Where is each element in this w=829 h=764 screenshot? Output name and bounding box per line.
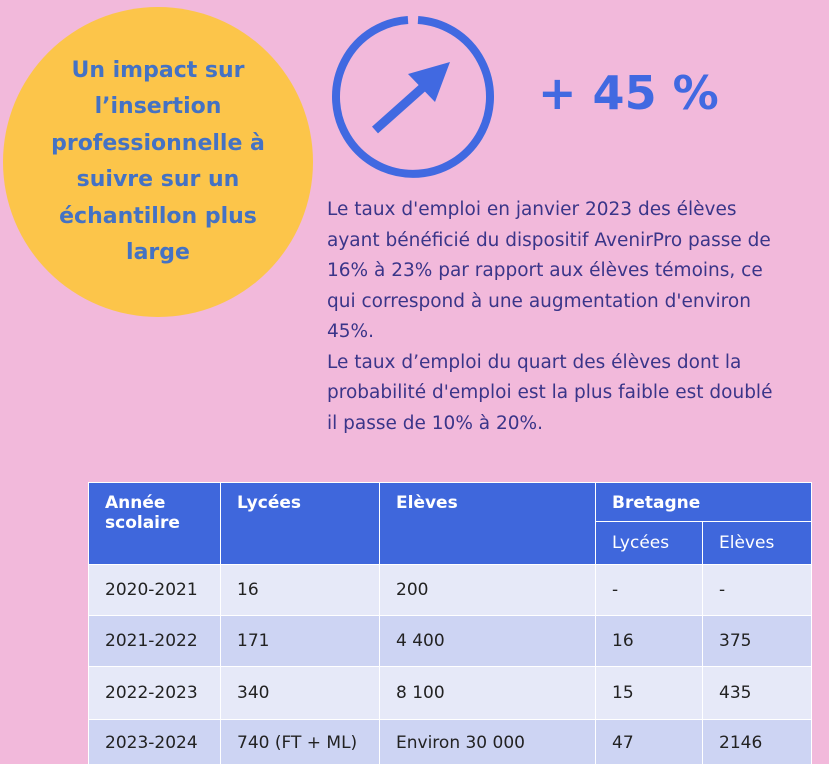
paragraph-line: Le taux d'emploi en janvier 2023 des élè…: [327, 199, 737, 220]
bubble-line: large: [126, 240, 190, 265]
paragraph-line: 45%.: [327, 321, 374, 342]
table-cell: 47: [595, 719, 703, 764]
bubble-line: professionnelle à: [51, 130, 265, 156]
header-row: Année scolaire Lycées Elèves Bretagne: [88, 482, 812, 565]
table-cell: 200: [379, 564, 596, 616]
table-cell: 15: [595, 666, 703, 720]
table-cell: -: [595, 564, 703, 616]
header-cell: Lycées: [220, 482, 380, 565]
table-cell: 340: [220, 666, 380, 720]
paragraph-line: il passe de 10% à 20%.: [327, 412, 544, 434]
table-cell: 375: [702, 615, 812, 667]
subheader-cell: Lycées: [595, 521, 703, 565]
table-cell: 2020-2021: [88, 564, 221, 616]
growth-icon: [332, 16, 494, 178]
table-row: 2021-2022 171 4 400 16 375: [88, 615, 812, 667]
table-cell: Environ 30 000: [379, 719, 596, 764]
bubble-line: Un impact sur: [71, 57, 245, 83]
table-row: 2022-2023 340 8 100 15 435: [88, 666, 812, 720]
header-cell: Bretagne: [595, 482, 812, 522]
paragraph-line: Le taux d’emploi du quart des élèves don…: [327, 351, 742, 373]
table-cell: 8 100: [379, 666, 596, 720]
paragraph-line: 16% à 23% par rapport aux élèves témoins…: [327, 260, 763, 281]
bubble-line: échantillon plus: [59, 203, 257, 229]
subheader-cell: Elèves: [702, 521, 812, 565]
table-cell: 2146: [702, 719, 812, 764]
table: Année scolaire Lycées Elèves Bretagne Lycées…: [88, 482, 812, 764]
table-row: 2020-2021 16 200- -: [88, 564, 812, 616]
table-cell: 2021-2022: [88, 615, 221, 667]
table-cell: 4 400: [379, 615, 596, 667]
bubble-line: suivre sur un: [76, 167, 240, 192]
table-cell: -: [702, 564, 812, 616]
paragraph-line: probabilité d'emploi est la plus faible …: [327, 382, 773, 403]
paragraph-line: ayant bénéficié du dispositif AvenirPro …: [327, 229, 771, 251]
table-cell: 171: [220, 615, 380, 667]
stat: + 45 %: [538, 66, 719, 120]
table-cell: 16: [220, 564, 380, 616]
paragraph-line: qui correspond à une augmentation d'envi…: [327, 290, 751, 312]
bubble-line: l’insertion: [94, 94, 222, 119]
table-cell: 435: [702, 666, 812, 720]
header-cell: Elèves: [379, 482, 596, 565]
table-cell: 740 (FT + ML): [220, 719, 380, 764]
table-cell: 2023-2024: [88, 719, 221, 764]
header-cell: Année scolaire: [88, 482, 221, 565]
paragraphs: Le taux d'emploi en janvier 2023 des élè…: [327, 195, 772, 439]
table-cell: 16: [595, 615, 703, 667]
table-row: 2023-2024 740 (FT + ML) Environ 30 000 47 21…: [88, 719, 812, 764]
bubble: Un impact sur l’insertion professionnelle …: [3, 7, 313, 317]
table-cell: 2022-2023: [88, 666, 221, 720]
